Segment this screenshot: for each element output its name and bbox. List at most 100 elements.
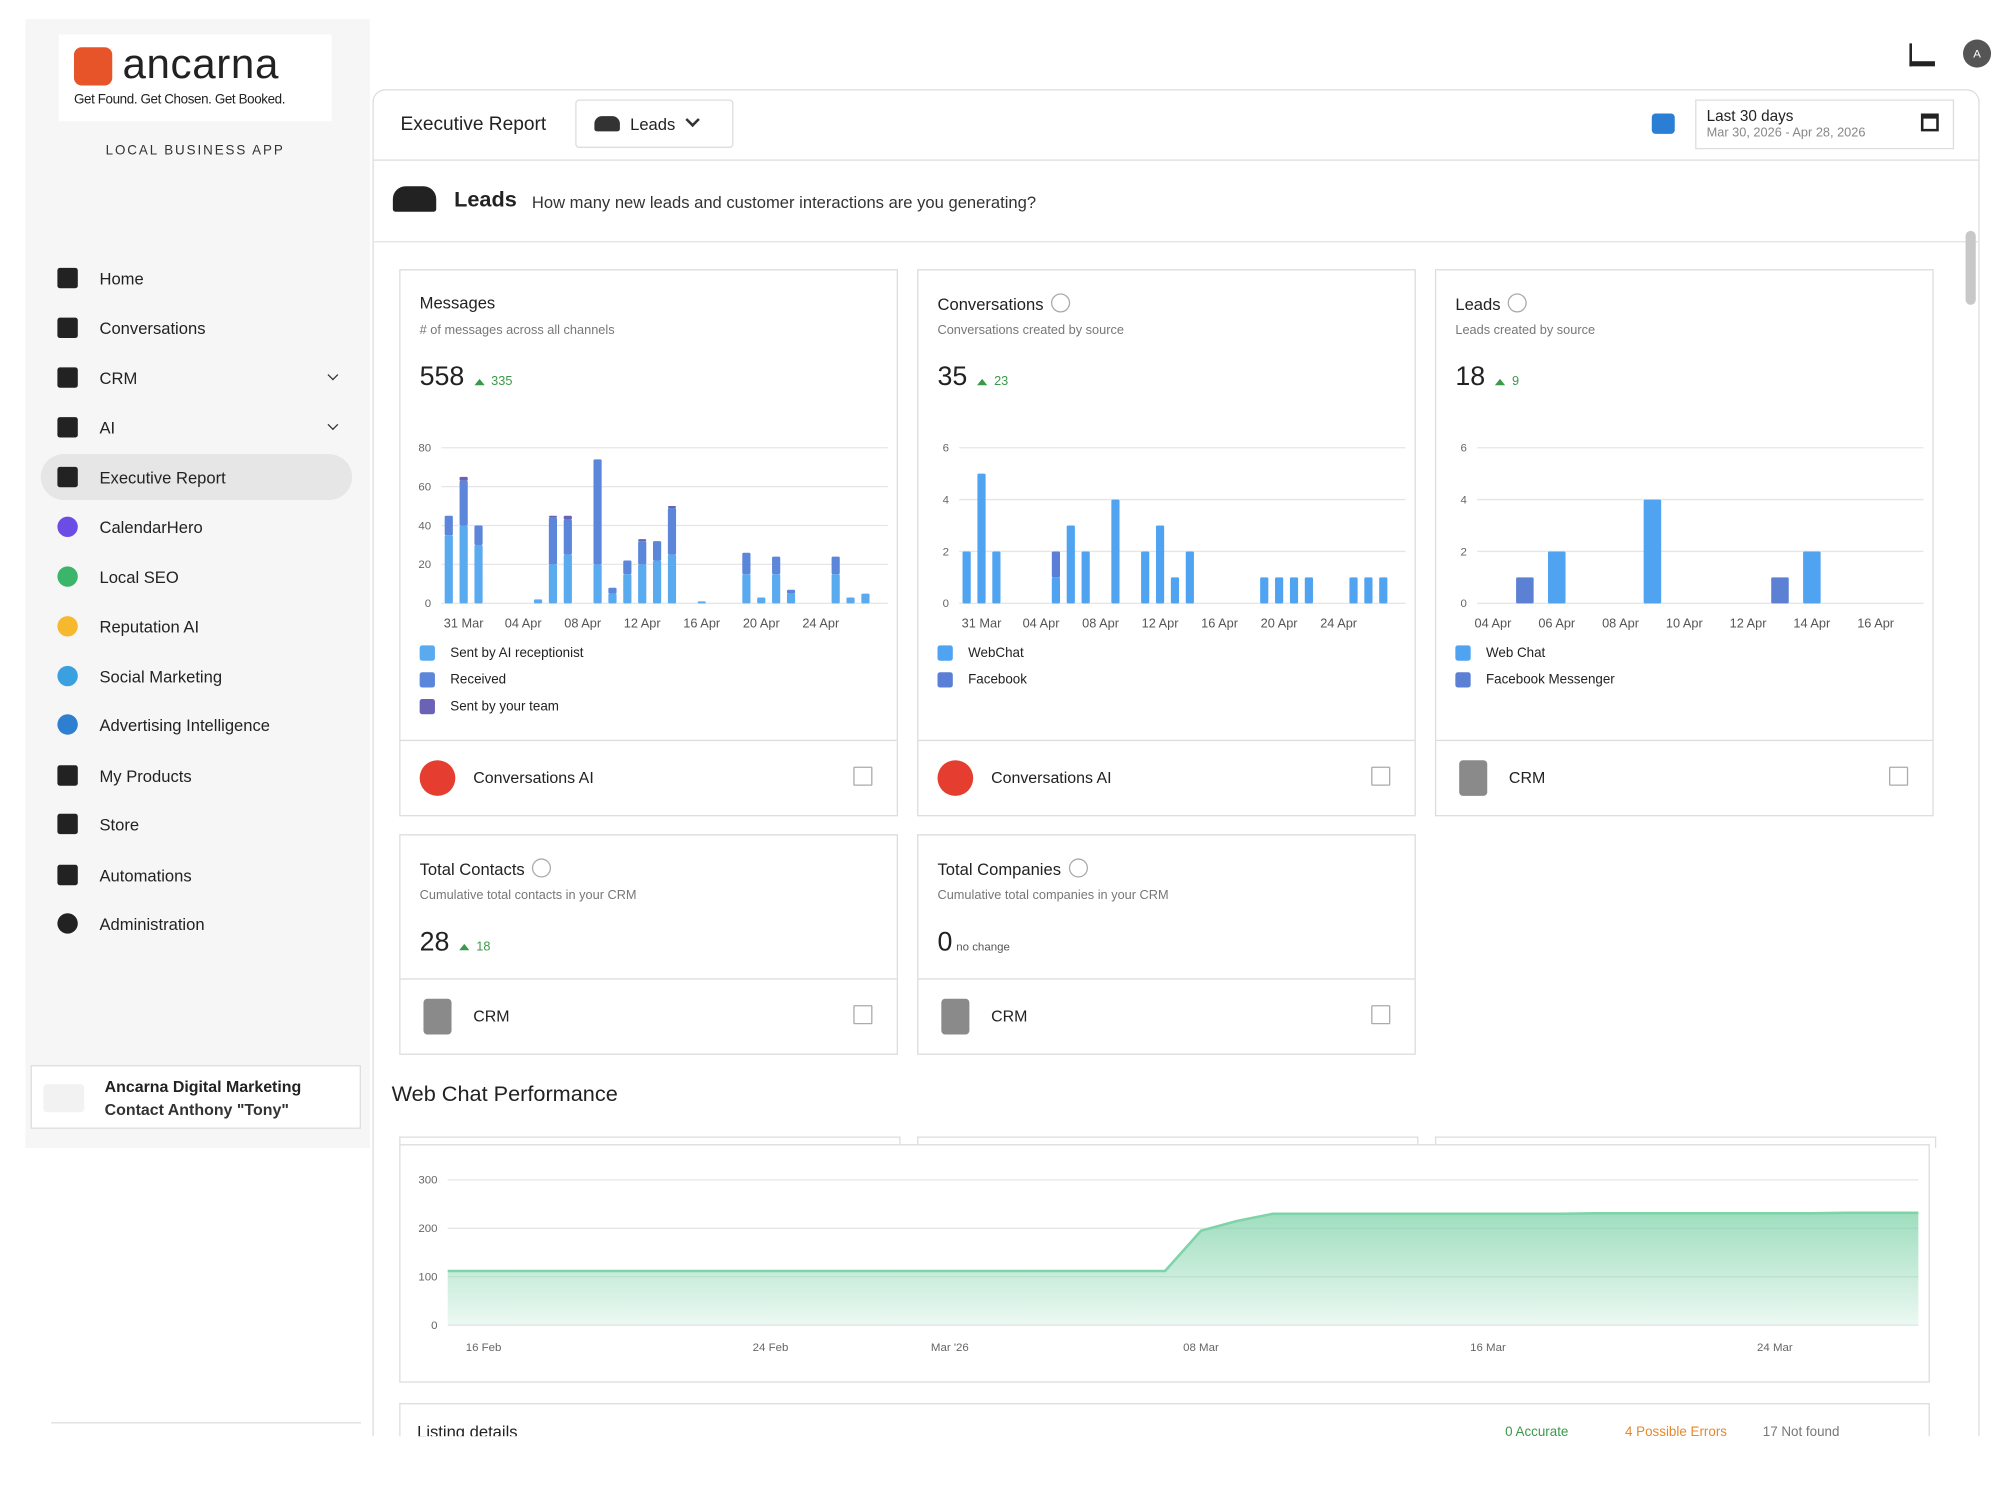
external-link[interactable]	[1371, 766, 1391, 786]
card-total: 18 9	[1455, 362, 1519, 393]
bar	[1066, 525, 1075, 604]
avatar[interactable]: A	[1963, 39, 1992, 68]
info-icon[interactable]	[1508, 293, 1528, 313]
external-link[interactable]	[853, 1005, 873, 1025]
legend-item: Facebook	[937, 667, 1027, 693]
card-title-text: Conversations	[937, 294, 1044, 314]
nav-item[interactable]: Advertising Intelligence	[41, 702, 352, 748]
nav-label: Home	[99, 268, 144, 288]
bar	[1771, 577, 1789, 604]
nav-item[interactable]: Conversations	[41, 305, 352, 351]
bar	[444, 535, 453, 604]
card-footer[interactable]: Conversations AI	[400, 739, 897, 815]
nav-item[interactable]: My Products	[41, 753, 352, 799]
x-tick-label: 12 Apr	[1730, 616, 1768, 631]
account-name: Ancarna Digital Marketing	[104, 1077, 302, 1096]
nav-label: Reputation AI	[99, 616, 200, 636]
x-tick-label: 08 Apr	[564, 616, 602, 631]
dropdown[interactable]: Leads	[575, 99, 734, 148]
area-line	[447, 1211, 1919, 1273]
footer-label: CRM	[1508, 769, 1546, 787]
card-footer[interactable]: CRM	[1436, 739, 1933, 815]
card-footer[interactable]: CRM	[400, 978, 897, 1053]
nav-item[interactable]: Social Marketing	[41, 653, 352, 699]
card-title-text: Leads	[1455, 294, 1501, 314]
info-icon[interactable]	[532, 858, 552, 878]
nav-item[interactable]: Executive Report	[40, 454, 353, 500]
y-tick-label: 300	[418, 1175, 437, 1187]
nav-label: Administration	[99, 913, 205, 934]
bar	[548, 515, 558, 518]
bar	[667, 506, 677, 509]
nav-label: Local SEO	[99, 566, 179, 587]
bar	[742, 574, 751, 604]
nav-item[interactable]: Administration	[41, 901, 352, 947]
bar	[563, 515, 572, 520]
logo-mark	[73, 47, 113, 86]
nav-icon	[57, 665, 78, 687]
x-tick-label: 08 Mar	[1183, 1342, 1219, 1354]
y-tick-label: 4	[1460, 494, 1467, 506]
cart-icon[interactable]	[1909, 43, 1935, 67]
legend-item: Sent by AI receptionist	[419, 640, 584, 666]
nav-icon	[57, 616, 78, 637]
info-icon[interactable]	[1068, 858, 1088, 878]
nav-item[interactable]: Reputation AI	[41, 603, 352, 649]
date-dates: Mar 30, 2026 - Apr 28, 2026	[1706, 126, 1866, 141]
bar	[474, 525, 483, 545]
toolbar-title: Executive Report	[400, 113, 547, 136]
bar	[593, 564, 602, 604]
x-tick-label: 16 Apr	[1201, 616, 1239, 631]
card-title-text: Total Contacts	[419, 859, 525, 879]
nav-item[interactable]: Automations	[41, 852, 352, 898]
y-tick-label: 0	[431, 1320, 437, 1332]
bar	[962, 551, 971, 604]
bar	[1051, 551, 1061, 578]
legend-swatch	[1455, 645, 1471, 661]
nav-icon	[57, 466, 78, 488]
scrollbar[interactable]	[1965, 230, 1976, 305]
print-icon[interactable]	[1651, 113, 1675, 134]
nav-item[interactable]: AI	[41, 404, 352, 450]
nav-icon	[57, 714, 78, 735]
nav-item[interactable]: Home	[41, 255, 352, 301]
x-tick-label: 12 Apr	[1142, 616, 1180, 631]
card-footer[interactable]: CRM	[918, 978, 1415, 1053]
bar	[697, 601, 706, 604]
bar	[548, 564, 558, 604]
bar	[1081, 551, 1090, 604]
app-label: LOCAL BUSINESS APP	[105, 142, 285, 159]
x-tick-label: 31 Mar	[444, 616, 484, 631]
x-tick-label: Mar '26	[931, 1342, 969, 1354]
external-link[interactable]	[1371, 1005, 1391, 1025]
chevron	[327, 419, 339, 431]
nav-label: Store	[99, 814, 140, 834]
x-tick-label: 24 Apr	[1320, 616, 1358, 631]
card-total: 35 23	[937, 362, 1008, 393]
nav-label: Social Marketing	[99, 666, 223, 686]
nav-item[interactable]: Store	[41, 801, 352, 847]
bar	[1141, 551, 1150, 604]
bar	[831, 574, 840, 604]
nav-label: Executive Report	[99, 467, 226, 487]
bar	[1643, 499, 1662, 604]
card-footer[interactable]: Conversations AI	[918, 739, 1415, 815]
nav-item[interactable]: CRM	[41, 355, 352, 401]
logo-tagline: Get Found. Get Chosen. Get Booked.	[73, 91, 286, 108]
card-subtitle: Conversations created by source	[937, 323, 1124, 339]
external-link[interactable]	[853, 766, 873, 786]
logo[interactable]: ancarna Get Found. Get Chosen. Get Booke…	[58, 34, 332, 122]
toolbar: Executive Report Leads Last 30 days Mar …	[373, 91, 1979, 161]
nav-item[interactable]: Local SEO	[41, 554, 352, 600]
date-picker[interactable]: Last 30 days Mar 30, 2026 - Apr 28, 2026	[1695, 99, 1955, 150]
info-icon[interactable]	[1051, 293, 1071, 313]
nav-item[interactable]: CalendarHero	[41, 504, 352, 550]
nav-label: CalendarHero	[99, 517, 203, 537]
bar	[653, 541, 662, 561]
external-link[interactable]	[1889, 766, 1909, 786]
web-chat-card: 0 100 200 300 16 Feb 24 Feb Mar '26 08 Mar 16 Ma…	[399, 1144, 1930, 1383]
account[interactable]: Ancarna Digital Marketing Contact Anthon…	[30, 1065, 361, 1129]
bar	[459, 476, 468, 481]
legend-item: Web Chat	[1455, 640, 1545, 666]
